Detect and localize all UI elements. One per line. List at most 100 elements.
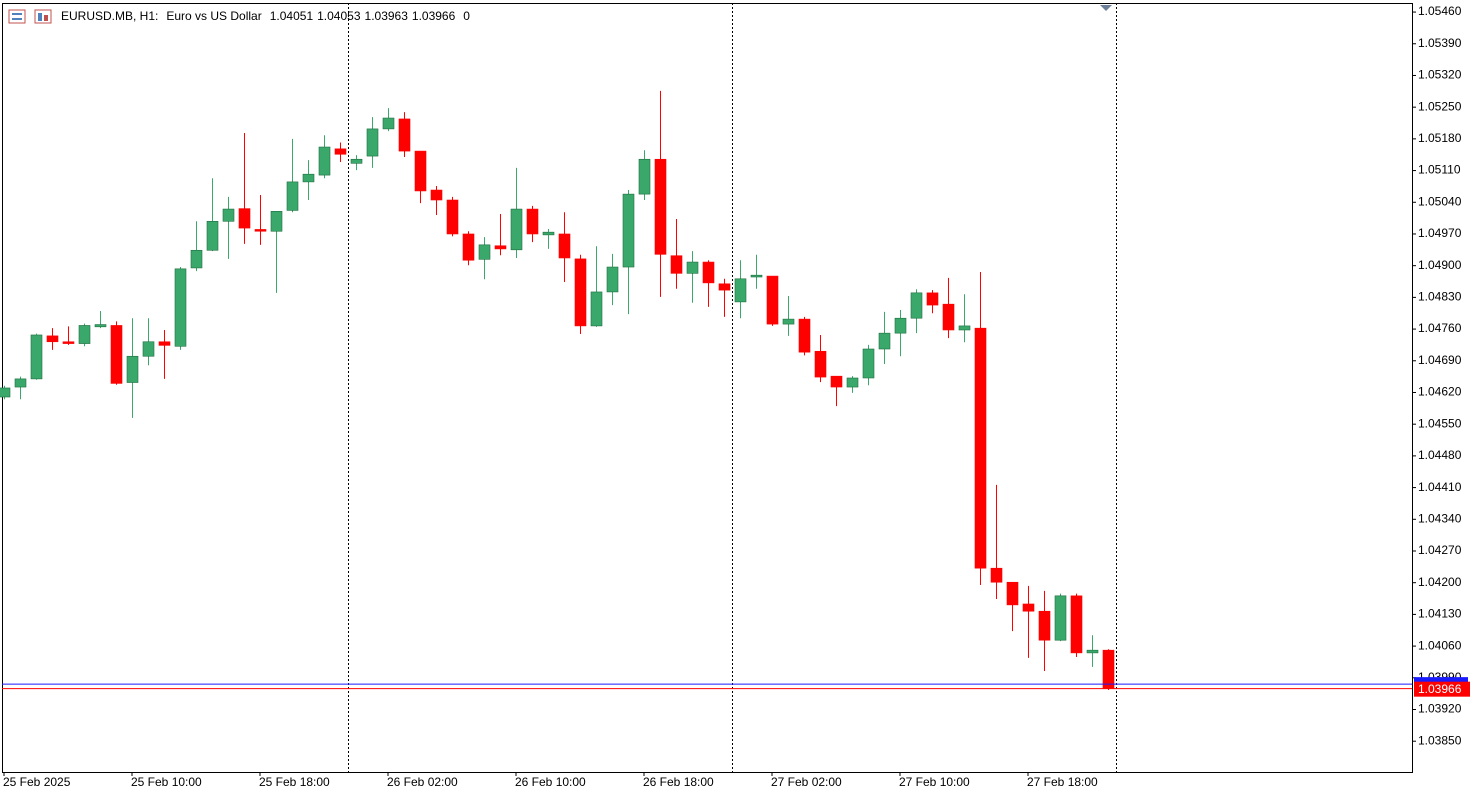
candle-body xyxy=(350,158,363,164)
candle-body xyxy=(830,375,843,388)
candle-body xyxy=(366,128,379,157)
x-tick-label: 26 Feb 18:00 xyxy=(643,775,714,789)
candle-body xyxy=(974,327,987,569)
y-tick-label: 1.05460 xyxy=(1418,4,1462,18)
header-text: Euro vs US Dollar xyxy=(166,9,261,23)
candle-body xyxy=(286,181,299,211)
candle-body xyxy=(798,318,811,353)
plot-area xyxy=(0,3,1412,772)
y-tick-label: 1.04340 xyxy=(1418,511,1462,525)
y-tick-label: 1.05040 xyxy=(1418,194,1462,208)
candle-body xyxy=(222,208,235,222)
y-tick-label: 1.04060 xyxy=(1418,638,1462,652)
candle-body xyxy=(62,341,75,344)
y-tick-label: 1.04410 xyxy=(1418,480,1462,494)
candle-body xyxy=(126,355,139,383)
y-tick-label: 1.05250 xyxy=(1418,99,1462,113)
x-tick-label: 25 Feb 2025 xyxy=(3,775,71,789)
x-tick-label: 25 Feb 10:00 xyxy=(131,775,202,789)
candle-body xyxy=(414,150,427,192)
icon-chart xyxy=(34,9,52,24)
candle-body xyxy=(606,266,619,293)
candle-body xyxy=(1070,595,1083,654)
candle-body xyxy=(302,173,315,183)
shift-marker xyxy=(1100,5,1112,11)
candle-body xyxy=(510,208,523,251)
candle-body xyxy=(878,332,891,350)
candle-body xyxy=(110,325,123,384)
candle-body xyxy=(558,233,571,259)
x-tick-label: 25 Feb 18:00 xyxy=(259,775,330,789)
candle-body xyxy=(430,189,443,201)
candle-body xyxy=(398,118,411,152)
candle-body xyxy=(78,325,91,344)
candle-body xyxy=(846,377,859,388)
candle-body xyxy=(574,258,587,327)
y-tick-label: 1.05320 xyxy=(1418,68,1462,82)
candle-body xyxy=(766,275,779,325)
candle-body xyxy=(622,193,635,268)
candle-body xyxy=(14,378,27,388)
candle-body xyxy=(462,233,475,261)
x-tick-label: 27 Feb 18:00 xyxy=(1027,775,1098,789)
candle-body xyxy=(526,208,539,235)
candle-body xyxy=(750,274,763,278)
candle-body xyxy=(542,231,555,236)
y-tick-label: 1.04130 xyxy=(1418,607,1462,621)
y-tick-label: 1.05110 xyxy=(1418,163,1461,177)
x-tick-label: 26 Feb 10:00 xyxy=(515,775,586,789)
candle-body xyxy=(782,318,795,325)
candle-body xyxy=(702,261,715,284)
candle-body xyxy=(814,350,827,378)
candle-body xyxy=(158,341,171,346)
candle-body xyxy=(478,244,491,260)
y-tick-label: 1.04970 xyxy=(1418,226,1462,240)
icon-bar xyxy=(44,15,48,21)
y-tick-label: 1.03850 xyxy=(1418,733,1462,747)
y-tick-label: 1.05180 xyxy=(1418,131,1462,145)
candle-body xyxy=(1006,581,1019,606)
candle-body xyxy=(686,261,699,274)
y-tick-label: 1.04760 xyxy=(1418,321,1462,335)
y-tick-label: 1.04690 xyxy=(1418,353,1462,367)
candle-body xyxy=(0,387,11,398)
candle-body xyxy=(718,283,731,291)
candle-body xyxy=(990,567,1003,583)
x-tick-label: 26 Feb 02:00 xyxy=(387,775,458,789)
bid-tag xyxy=(1414,681,1470,697)
y-tick-label: 1.04900 xyxy=(1418,258,1462,272)
candle-body xyxy=(270,211,283,232)
candle-body xyxy=(238,208,251,229)
header-text: 1.03966 xyxy=(412,9,456,23)
x-tick-label: 27 Feb 10:00 xyxy=(899,775,970,789)
bid-label: 1.03966 xyxy=(1418,682,1462,696)
candle-body xyxy=(206,220,219,251)
candle-body xyxy=(30,334,43,380)
candle-body xyxy=(734,278,747,303)
y-tick-label: 1.04550 xyxy=(1418,416,1462,430)
candle-body xyxy=(174,268,187,347)
candle-body xyxy=(382,117,395,130)
candle-body xyxy=(254,229,267,232)
candle-body xyxy=(638,158,651,195)
header-text: 1.03963 xyxy=(365,9,409,23)
y-tick-label: 1.04480 xyxy=(1418,448,1462,462)
candle-body xyxy=(894,317,907,334)
candle-body xyxy=(334,148,347,155)
header-text: 1.04053 xyxy=(317,9,361,23)
candle-body xyxy=(446,199,459,235)
candle-body xyxy=(590,291,603,327)
header: EURUSD.MB, H1: Euro vs US Dollar 1.04051 1.… xyxy=(61,9,470,23)
y-tick-label: 1.04620 xyxy=(1418,385,1462,399)
header-icons xyxy=(8,9,52,24)
candle-body xyxy=(910,292,923,319)
ask-tag xyxy=(1414,677,1468,686)
candle-body xyxy=(1054,595,1067,641)
y-tick-label: 1.03920 xyxy=(1418,702,1462,716)
y-tick-label: 1.04270 xyxy=(1418,543,1462,557)
candle-body xyxy=(958,325,971,331)
candle-body xyxy=(670,255,683,274)
x-tick-label: 27 Feb 02:00 xyxy=(771,775,842,789)
